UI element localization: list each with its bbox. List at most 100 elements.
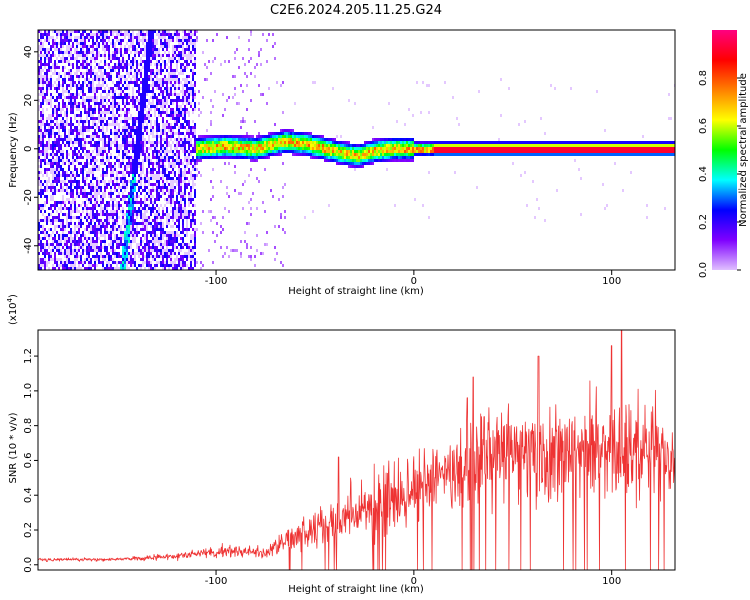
heatmap-cell: [104, 36, 106, 39]
heatmap-cell: [232, 138, 234, 141]
heatmap-cell: [50, 54, 52, 57]
heatmap-cell: [174, 84, 176, 87]
heatmap-cell: [82, 81, 84, 84]
heatmap-cell: [76, 231, 78, 234]
heatmap-cell: [42, 120, 44, 123]
heatmap-cell: [106, 84, 108, 87]
heatmap-cell: [104, 123, 106, 126]
heatmap-cell: [200, 159, 202, 162]
heatmap-cell: [164, 81, 166, 84]
heatmap-cell: [188, 36, 190, 39]
heatmap-cell: [138, 195, 140, 198]
heatmap-cell: [52, 36, 54, 39]
heatmap-cell: [126, 69, 128, 72]
heatmap-cell: [130, 231, 132, 234]
heatmap-cell: [50, 36, 52, 39]
heatmap-cell: [188, 159, 190, 162]
heatmap-cell: [114, 63, 116, 66]
heatmap-cell: [128, 240, 130, 243]
heatmap-cell: [178, 156, 180, 159]
heatmap-cell: [62, 171, 64, 174]
heatmap-cell: [166, 177, 168, 180]
heatmap-cell: [62, 162, 64, 165]
heatmap-cell: [184, 210, 186, 213]
heatmap-cell: [64, 228, 66, 231]
heatmap-cell: [160, 195, 162, 198]
heatmap-cell: [190, 105, 192, 108]
heatmap-cell: [126, 120, 128, 123]
heatmap-cell: [62, 168, 64, 171]
heatmap-cell: [122, 255, 124, 258]
heatmap-cell: [214, 156, 216, 159]
heatmap-cell: [58, 162, 60, 165]
heatmap-cell: [278, 198, 280, 201]
heatmap-cell: [154, 153, 156, 156]
heatmap-cell: [224, 108, 226, 111]
heatmap-cell: [88, 171, 90, 174]
heatmap-cell: [108, 111, 110, 114]
heatmap-cell: [76, 57, 78, 60]
heatmap-cell: [146, 243, 148, 246]
heatmap-cell: [132, 63, 134, 66]
heatmap-cell: [92, 57, 94, 60]
heatmap-cell: [118, 207, 120, 210]
heatmap-cell: [134, 156, 136, 159]
heatmap-cell: [128, 171, 130, 174]
heatmap-cell: [126, 219, 128, 222]
heatmap-cell: [256, 150, 258, 153]
heatmap-cell: [54, 252, 56, 255]
heatmap-cell: [136, 36, 138, 39]
heatmap-cell: [108, 255, 110, 258]
heatmap-cell: [84, 108, 86, 111]
heatmap-cell: [120, 114, 122, 117]
heatmap-cell: [142, 36, 144, 39]
heatmap-cell: [224, 138, 226, 141]
heatmap-cell: [90, 75, 92, 78]
heatmap-cell: [106, 36, 108, 39]
heatmap-cell: [42, 153, 44, 156]
heatmap-cell: [68, 180, 70, 183]
heatmap-cell: [52, 111, 54, 114]
heatmap-cell: [72, 45, 74, 48]
heatmap-cell: [112, 252, 114, 255]
heatmap-cell: [126, 195, 128, 198]
heatmap-cell: [76, 48, 78, 51]
heatmap-cell: [126, 66, 128, 69]
heatmap-cell: [194, 102, 196, 105]
heatmap-cell: [110, 66, 112, 69]
heatmap-cell: [110, 234, 112, 237]
heatmap-cell: [172, 126, 174, 129]
heatmap-cell: [236, 141, 238, 144]
heatmap-cell: [250, 150, 252, 153]
heatmap-cell: [186, 156, 188, 159]
heatmap-cell: [158, 168, 160, 171]
heatmap-cell: [222, 114, 224, 117]
heatmap-cell: [152, 168, 154, 171]
heatmap-cell: [256, 141, 258, 144]
heatmap-cell: [138, 87, 140, 90]
heatmap-cell: [90, 195, 92, 198]
heatmap-cell: [76, 267, 78, 270]
heatmap-cell: [194, 162, 196, 165]
heatmap-cell: [102, 45, 104, 48]
heatmap-cell: [176, 120, 178, 123]
heatmap-cell: [98, 249, 100, 252]
heatmap-cell: [180, 246, 182, 249]
heatmap-cell: [128, 132, 130, 135]
heatmap-cell: [190, 138, 192, 141]
heatmap-cell: [188, 204, 190, 207]
heatmap-cell: [100, 174, 102, 177]
heatmap-cell: [54, 30, 56, 33]
heatmap-cell: [180, 201, 182, 204]
heatmap-cell: [194, 81, 196, 84]
heatmap-cell: [68, 36, 70, 39]
heatmap-cell: [124, 117, 126, 120]
heatmap-cell: [184, 159, 186, 162]
heatmap-cell: [208, 135, 210, 138]
heatmap-cell: [88, 243, 90, 246]
heatmap-cell: [134, 261, 136, 264]
heatmap-cell: [200, 141, 202, 144]
heatmap-cell: [130, 126, 132, 129]
heatmap-cell: [106, 225, 108, 228]
heatmap-cell: [244, 153, 246, 156]
